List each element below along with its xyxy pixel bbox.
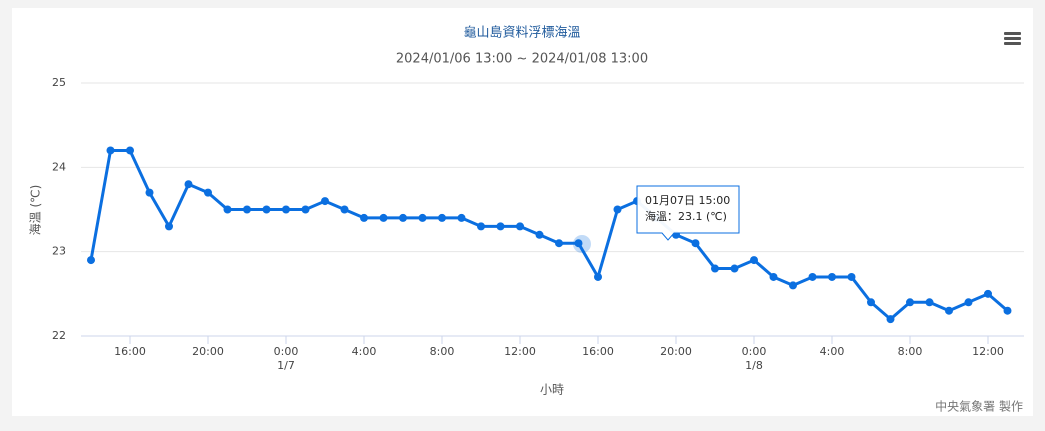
data-point (769, 272, 778, 281)
data-point (711, 264, 719, 273)
data-point (535, 230, 544, 239)
data-point (438, 213, 446, 222)
data-point (886, 315, 895, 324)
chart-subtitle: 2024/01/06 13:00 ~ 2024/01/08 13:00 (396, 52, 648, 67)
y-tick-label: 22 (52, 329, 66, 342)
x-tick-label: 0:00 (274, 345, 299, 358)
data-point (126, 146, 134, 155)
credit: 中央氣象署 製作 (935, 399, 1023, 414)
data-point (477, 222, 485, 231)
data-point (106, 146, 115, 155)
data-point (847, 272, 856, 281)
data-point (301, 205, 310, 214)
data-point (360, 213, 368, 222)
data-point (906, 298, 914, 307)
data-point (789, 281, 797, 290)
data-point (964, 298, 973, 307)
data-point (613, 205, 622, 214)
hover-halo (573, 235, 591, 253)
y-tick-label: 25 (52, 76, 66, 89)
data-point (457, 213, 466, 222)
x-tick-label: 12:00 (504, 345, 536, 358)
data-point (321, 197, 329, 206)
menu-icon[interactable] (1004, 32, 1021, 45)
data-point (925, 298, 934, 307)
data-point (574, 239, 583, 248)
y-tick-label: 23 (52, 245, 66, 258)
data-point (204, 188, 212, 197)
y-tick-label: 24 (52, 160, 66, 173)
data-point (282, 205, 290, 214)
data-point (945, 306, 953, 315)
data-point (750, 256, 758, 265)
data-point (496, 222, 505, 231)
tooltip-text: 海溫：23.1 (℃) (645, 209, 727, 223)
data-point (516, 222, 524, 231)
data-point (243, 205, 251, 214)
tooltip: 01月07日 15:00 海溫：23.1 (℃) (636, 185, 740, 241)
x-tick-label: 4:00 (820, 345, 845, 358)
data-point (379, 213, 388, 222)
x-tick-label: 4:00 (352, 345, 377, 358)
data-point (828, 272, 836, 281)
data-point (867, 298, 875, 307)
data-point (730, 264, 739, 273)
data-point (184, 180, 193, 189)
data-point (984, 289, 992, 298)
x-tick-label: 20:00 (660, 345, 692, 358)
x-tick-label: 16:00 (582, 345, 614, 358)
x-tick-sublabel: 1/8 (745, 359, 763, 372)
x-tick-label: 12:00 (972, 345, 1004, 358)
data-point (399, 213, 407, 222)
x-tick-sublabel: 1/7 (277, 359, 295, 372)
data-point (87, 256, 95, 265)
chart-title: 龜山島資料浮標海溫 (463, 26, 580, 41)
x-tick-label: 16:00 (114, 345, 146, 358)
data-point (262, 205, 271, 214)
data-point (1003, 306, 1012, 315)
data-point (555, 239, 563, 248)
tooltip-title: 01月07日 15:00 (645, 194, 730, 207)
x-tick-label: 8:00 (430, 345, 455, 358)
data-point (808, 272, 817, 281)
data-point (691, 239, 700, 248)
data-point (418, 213, 427, 222)
x-tick-label: 0:00 (742, 345, 767, 358)
x-tick-label: 20:00 (192, 345, 224, 358)
x-tick-label: 8:00 (898, 345, 923, 358)
y-axis-label: 海溫 (℃) (28, 185, 43, 236)
x-axis-label: 小時 (540, 383, 564, 397)
data-point (340, 205, 349, 214)
data-point (223, 205, 232, 214)
panel (12, 8, 1033, 416)
data-point (594, 272, 602, 281)
data-point (145, 188, 154, 197)
data-point (165, 222, 173, 231)
